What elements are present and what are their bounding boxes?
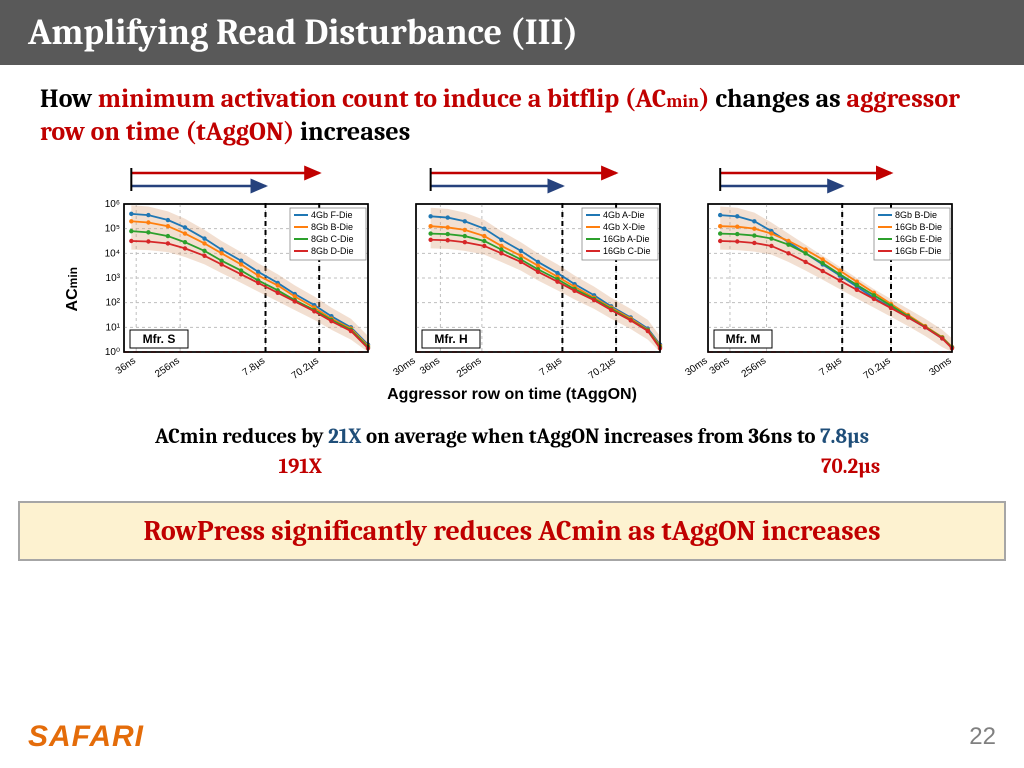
svg-text:36ns: 36ns (708, 355, 732, 376)
slide-title: Amplifying Read Disturbance (III) (0, 0, 1024, 65)
svg-text:8Gb D-Die: 8Gb D-Die (311, 246, 354, 256)
svg-text:4Gb F-Die: 4Gb F-Die (311, 210, 353, 220)
panel-arrows (86, 164, 376, 194)
svg-text:10⁰: 10⁰ (105, 347, 120, 358)
svg-text:8Gb C-Die: 8Gb C-Die (311, 234, 354, 244)
charts-row: ACmin 10⁰ 10¹ 10² 10³ 10⁴ 10⁵ 10⁶ 36ns 256ns 7.8µ… (0, 154, 1024, 384)
svg-text:30ms: 30ms (683, 355, 709, 378)
svg-text:8Gb B-Die: 8Gb B-Die (895, 210, 937, 220)
slide-question: How minimum activation count to induce a… (0, 65, 1024, 154)
chart-panel: 30ms36ns 256ns 7.8µs 70.2µs Mfr. H 4Gb A-Die 4… (378, 194, 668, 384)
svg-text:10⁶: 10⁶ (105, 199, 120, 210)
svg-text:7.8µs: 7.8µs (538, 355, 565, 378)
svg-text:4Gb A-Die: 4Gb A-Die (603, 210, 645, 220)
q-text: How (40, 84, 98, 114)
svg-text:30ms: 30ms (391, 355, 417, 378)
panel-arrows (670, 164, 960, 194)
svg-text:10²: 10² (106, 298, 121, 309)
svg-text:16Gb E-Die: 16Gb E-Die (895, 234, 942, 244)
q-text2: changes as (710, 84, 847, 114)
svg-text:70.2µs: 70.2µs (587, 355, 618, 381)
svg-text:16Gb A-Die: 16Gb A-Die (603, 234, 650, 244)
svg-text:70.2µs: 70.2µs (862, 355, 893, 381)
svg-text:10¹: 10¹ (106, 322, 121, 333)
svg-text:16Gb F-Die: 16Gb F-Die (895, 246, 942, 256)
svg-text:10⁵: 10⁵ (105, 224, 120, 235)
footer: SAFARI 22 (0, 720, 1024, 754)
svg-text:70.2µs: 70.2µs (290, 355, 321, 381)
svg-text:7.8µs: 7.8µs (241, 355, 268, 378)
q-red1: minimum activation count to induce a bit… (98, 84, 710, 114)
svg-text:16Gb C-Die: 16Gb C-Die (603, 246, 651, 256)
y-axis-label: ACmin (64, 237, 82, 311)
svg-text:8Gb B-Die: 8Gb B-Die (311, 222, 353, 232)
svg-text:36ns: 36ns (418, 355, 442, 376)
svg-text:7.8µs: 7.8µs (817, 355, 844, 378)
svg-text:4Gb X-Die: 4Gb X-Die (603, 222, 645, 232)
svg-text:256ns: 256ns (153, 355, 182, 380)
x-axis-label: Aggressor row on time (tAggON) (0, 386, 1024, 404)
svg-text:256ns: 256ns (740, 355, 769, 380)
chart-panel: 10⁰ 10¹ 10² 10³ 10⁴ 10⁵ 10⁶ 36ns 256ns 7.8µs 70.2µ… (86, 194, 376, 384)
svg-text:36ns: 36ns (114, 355, 138, 376)
conclusion-box: RowPress significantly reduces ACmin as … (18, 501, 1006, 561)
q-text3: increases (294, 117, 410, 147)
findings-text: ACmin reduces by 21X on average when tAg… (0, 404, 1024, 483)
svg-text:16Gb B-Die: 16Gb B-Die (895, 222, 942, 232)
svg-text:256ns: 256ns (455, 355, 484, 380)
svg-text:10³: 10³ (106, 273, 121, 284)
svg-text:30ms: 30ms (927, 355, 953, 378)
panel-arrows (378, 164, 668, 194)
svg-text:10⁴: 10⁴ (105, 248, 120, 259)
chart-panel: 30ms36ns256ns7.8µs70.2µs30msMfr. M8Gb B-… (670, 194, 960, 384)
svg-text:Mfr. S: Mfr. S (143, 332, 176, 346)
brand-logo: SAFARI (28, 720, 144, 754)
svg-text:Mfr. H: Mfr. H (434, 332, 467, 346)
svg-text:Mfr. M: Mfr. M (726, 332, 761, 346)
page-number: 22 (969, 723, 996, 751)
